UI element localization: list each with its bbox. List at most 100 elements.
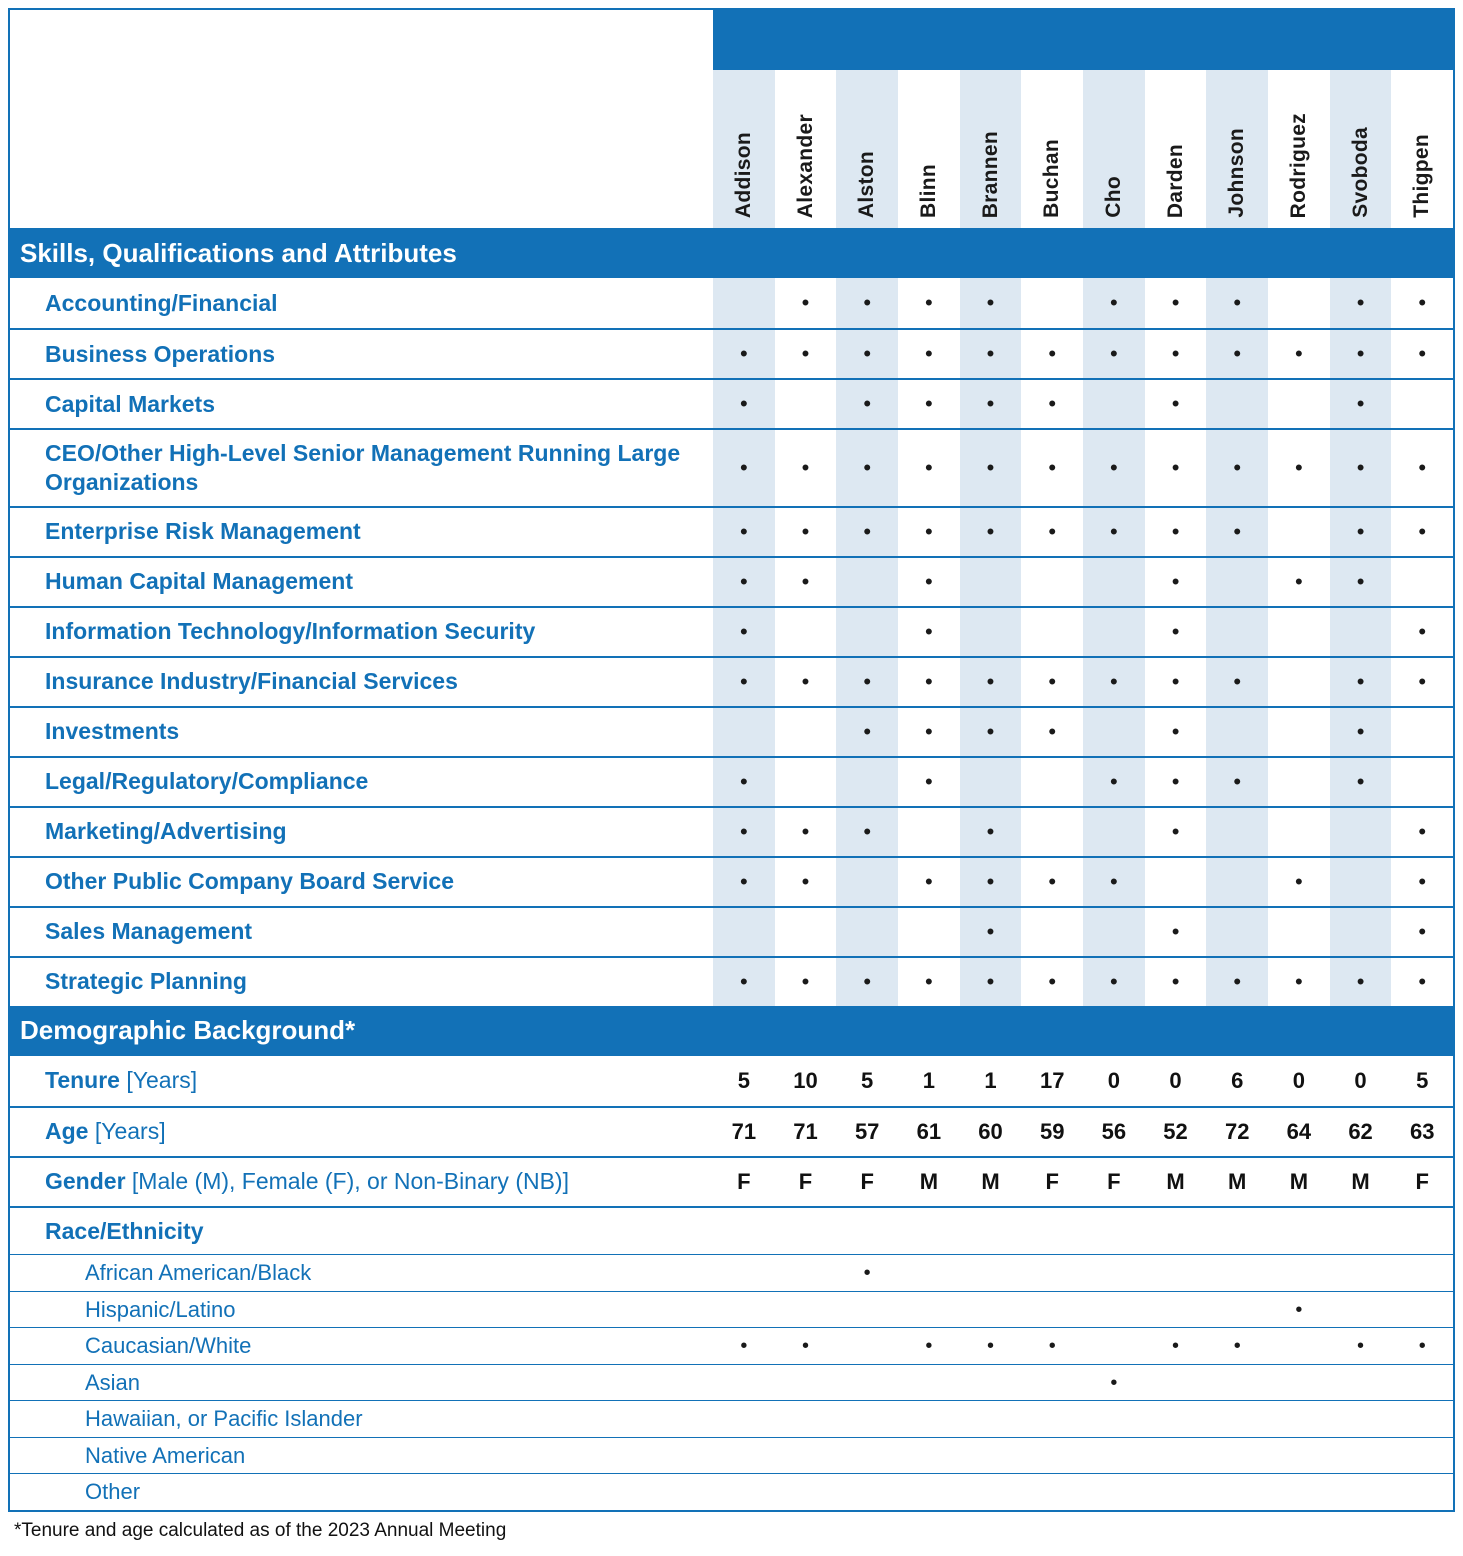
dot-icon: • bbox=[1048, 454, 1057, 480]
mark-cell: • bbox=[1391, 278, 1453, 328]
dot-icon: • bbox=[863, 290, 872, 315]
dot-icon: • bbox=[1233, 341, 1242, 366]
mark-cell: • bbox=[1021, 958, 1083, 1006]
dot-icon: • bbox=[739, 768, 748, 794]
skill-label-cell: Investments bbox=[10, 708, 713, 756]
mark-cell bbox=[959, 557, 1022, 606]
row-cells: • • • • • • • • • • • bbox=[713, 507, 1453, 556]
dot-icon: • bbox=[986, 454, 995, 480]
mark-cell bbox=[898, 808, 960, 856]
director-name: Johnson bbox=[1225, 128, 1249, 218]
header-band-segment bbox=[898, 10, 960, 70]
corner-blank-cell bbox=[10, 10, 713, 228]
mark-cell: • bbox=[898, 380, 960, 428]
demographic-value: 0 bbox=[1292, 1067, 1305, 1093]
demographic-value: 5 bbox=[861, 1067, 874, 1093]
dot-icon: • bbox=[1418, 518, 1427, 544]
value-cell: 17 bbox=[1021, 1056, 1083, 1106]
mark-cell: • bbox=[1391, 508, 1453, 556]
mark-cell bbox=[836, 857, 899, 906]
director-column-svoboda: Svoboda bbox=[1329, 10, 1392, 228]
dot-icon: • bbox=[740, 1335, 748, 1357]
demographic-value: 71 bbox=[731, 1118, 757, 1144]
demographic-value: 0 bbox=[1354, 1067, 1367, 1093]
skill-label-cell: Business Operations bbox=[10, 330, 713, 378]
mark-cell: • bbox=[1329, 957, 1392, 1006]
mark-cell: • bbox=[898, 958, 960, 1006]
dot-icon: • bbox=[1110, 1371, 1118, 1394]
mark-cell bbox=[1391, 1474, 1453, 1510]
mark-cell bbox=[1330, 1474, 1392, 1510]
mark-cell: • bbox=[960, 1328, 1022, 1364]
mark-cell bbox=[713, 1401, 775, 1437]
director-name-area: Brannen bbox=[960, 70, 1022, 228]
header-band-segment bbox=[1268, 10, 1330, 70]
dot-icon: • bbox=[1418, 918, 1427, 944]
dot-icon: • bbox=[1110, 341, 1118, 366]
demographic-value: 72 bbox=[1224, 1118, 1250, 1144]
dot-icon: • bbox=[925, 391, 933, 416]
race-label: Asian bbox=[85, 1369, 141, 1395]
skill-row: Information Technology/Information Secur… bbox=[10, 605, 1453, 656]
skill-row: Insurance Industry/Financial Services • • •… bbox=[10, 655, 1453, 706]
demographic-value: 60 bbox=[978, 1118, 1003, 1144]
mark-cell bbox=[1268, 508, 1330, 556]
mark-cell bbox=[1083, 1438, 1145, 1474]
dot-icon: • bbox=[801, 818, 810, 844]
demographic-value: 6 bbox=[1231, 1067, 1244, 1093]
dot-icon: • bbox=[1418, 618, 1427, 644]
demographic-value: 17 bbox=[1039, 1067, 1065, 1093]
dot-icon: • bbox=[986, 818, 995, 844]
race-label-cell: African American/Black bbox=[10, 1255, 713, 1291]
mark-cell: • bbox=[959, 857, 1022, 906]
mark-cell bbox=[1206, 1255, 1268, 1291]
director-column-blinn: Blinn bbox=[898, 10, 960, 228]
dot-icon: • bbox=[925, 454, 933, 480]
dot-icon: • bbox=[986, 391, 995, 416]
director-column-brannen: Brannen bbox=[959, 10, 1022, 228]
mark-cell bbox=[1021, 1438, 1083, 1474]
mark-cell bbox=[1145, 1438, 1207, 1474]
race-label: Caucasian/White bbox=[85, 1333, 252, 1359]
skill-label: Marketing/Advertising bbox=[45, 818, 287, 845]
mark-cell: • bbox=[898, 1328, 960, 1364]
dot-icon: • bbox=[1356, 391, 1365, 416]
dot-icon: • bbox=[1048, 341, 1057, 366]
skill-label: Legal/Regulatory/Compliance bbox=[45, 768, 369, 795]
director-column-rodriguez: Rodriguez bbox=[1268, 10, 1330, 228]
dot-icon: • bbox=[1418, 1335, 1426, 1357]
skills-section-title: Skills, Qualifications and Attributes bbox=[20, 237, 457, 268]
mark-cell bbox=[1083, 1292, 1145, 1328]
mark-cell bbox=[836, 907, 899, 956]
mark-cell: • bbox=[836, 507, 899, 556]
mark-cell bbox=[1268, 608, 1330, 656]
demographic-row: Age [Years] 71 71 57 61 60 59 56 52 72 64 62 63 bbox=[10, 1105, 1453, 1156]
demographic-value: 56 bbox=[1101, 1118, 1127, 1144]
header-band-segment bbox=[1083, 10, 1145, 70]
row-cells: 5 10 5 1 1 17 0 0 6 0 0 5 bbox=[713, 1056, 1453, 1106]
mark-cell bbox=[1021, 908, 1083, 956]
mark-cell bbox=[1206, 1292, 1268, 1328]
mark-cell: • bbox=[898, 330, 960, 378]
demographic-label-suffix: [Years] bbox=[119, 1067, 198, 1094]
value-cell: F bbox=[775, 1158, 837, 1206]
mark-cell: • bbox=[1145, 708, 1207, 756]
row-cells: • • • • • • • • • • • bbox=[713, 657, 1453, 706]
dot-icon: • bbox=[1295, 1298, 1303, 1321]
director-name-area: Buchan bbox=[1021, 70, 1083, 228]
mark-cell bbox=[1268, 380, 1330, 428]
dot-icon: • bbox=[801, 968, 810, 994]
mark-cell: • bbox=[1021, 658, 1083, 706]
dot-icon: • bbox=[863, 391, 872, 416]
mark-cell bbox=[960, 1401, 1022, 1437]
dot-icon: • bbox=[1233, 668, 1242, 694]
mark-cell: • bbox=[1391, 608, 1453, 656]
mark-cell: • bbox=[1083, 330, 1145, 378]
mark-cell bbox=[1268, 708, 1330, 756]
mark-cell bbox=[1268, 1255, 1330, 1291]
director-column-darden: Darden bbox=[1144, 10, 1207, 228]
race-ethnicity-label-cell: Race/Ethnicity bbox=[10, 1208, 713, 1255]
mark-cell: • bbox=[959, 807, 1022, 856]
mark-cell bbox=[1391, 758, 1453, 806]
